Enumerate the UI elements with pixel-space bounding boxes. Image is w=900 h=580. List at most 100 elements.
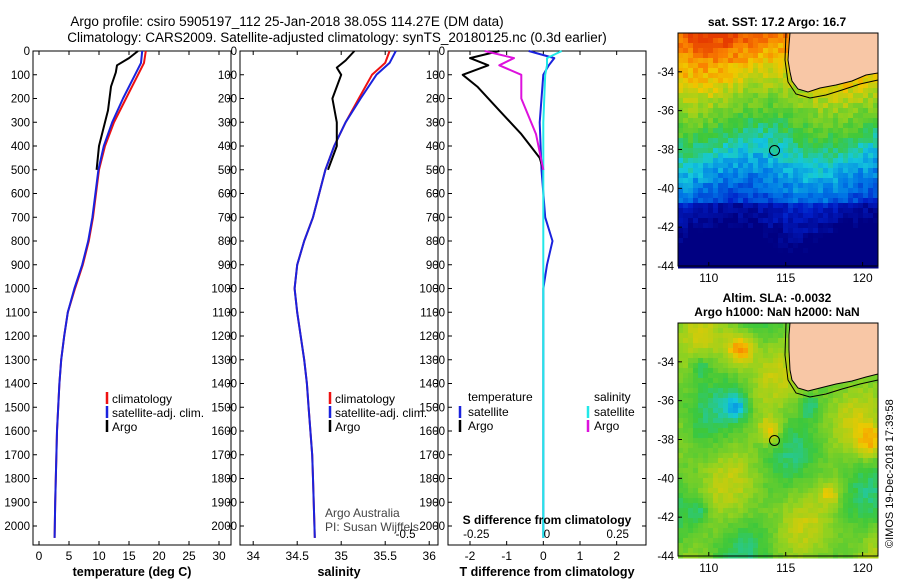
map-cell <box>763 38 769 44</box>
map-cell <box>783 438 789 444</box>
series-line-satellite-adj-clim- <box>293 50 397 538</box>
map-cell <box>743 38 749 44</box>
map-cell <box>723 518 729 524</box>
map-cell <box>863 508 869 514</box>
map-cell <box>708 98 714 104</box>
map-y-tick-label: -38 <box>657 145 674 157</box>
map-cell <box>733 103 739 109</box>
map-cell <box>688 408 694 414</box>
map-cell <box>728 328 734 334</box>
map-cell <box>703 118 709 124</box>
map-cell <box>703 123 709 129</box>
map-cell <box>733 48 739 54</box>
map-cell <box>743 523 749 529</box>
map-cell <box>743 238 749 244</box>
y-tick-label: 800 <box>426 236 445 248</box>
map-cell <box>793 128 799 134</box>
map-cell <box>738 433 744 439</box>
map-cell <box>713 543 719 549</box>
map-cell <box>823 548 829 554</box>
map-cell <box>843 408 849 414</box>
map-cell <box>813 488 819 494</box>
map-cell <box>733 513 739 519</box>
sla-map-panel: Altim. SLA: -0.0032 Argo h1000: NaN h200… <box>657 291 879 575</box>
map-cell <box>873 253 879 259</box>
map-cell <box>728 398 734 404</box>
map-cell <box>728 158 734 164</box>
map-cell <box>748 68 754 74</box>
map-cell <box>808 473 814 479</box>
map-cell <box>783 228 789 234</box>
map-cell <box>713 118 719 124</box>
map-cell <box>818 448 824 454</box>
map-cell <box>848 478 854 484</box>
map-cell <box>683 543 689 549</box>
map-cell <box>858 213 864 219</box>
map-cell <box>788 118 794 124</box>
map-cell <box>768 478 774 484</box>
map-cell <box>688 393 694 399</box>
map-cell <box>873 103 879 109</box>
map-cell <box>858 173 864 179</box>
map-cell <box>713 458 719 464</box>
map-cell <box>748 53 754 59</box>
sst-map-title: sat. SST: 17.2 Argo: 16.7 <box>708 15 847 29</box>
map-cell <box>738 88 744 94</box>
map-cell <box>718 333 724 339</box>
map-cell <box>758 468 764 474</box>
map-cell <box>773 508 779 514</box>
map-cell <box>718 433 724 439</box>
map-cell <box>833 253 839 259</box>
map-cell <box>753 413 759 419</box>
map-cell <box>733 463 739 469</box>
map-cell <box>868 453 874 459</box>
map-cell <box>828 183 834 189</box>
map-cell <box>743 388 749 394</box>
map-cell <box>808 243 814 249</box>
map-cell <box>738 93 744 99</box>
x-tick-label: 35 <box>335 549 349 563</box>
map-cell <box>783 523 789 529</box>
map-cell <box>718 363 724 369</box>
map-cell <box>863 433 869 439</box>
map-cell <box>718 203 724 209</box>
map-cell <box>723 498 729 504</box>
map-cell <box>803 198 809 204</box>
map-cell <box>718 503 724 509</box>
map-cell <box>858 438 864 444</box>
map-cell <box>868 513 874 519</box>
map-cell <box>678 198 684 204</box>
map-cell <box>778 448 784 454</box>
map-cell <box>828 478 834 484</box>
map-cell <box>853 133 859 139</box>
map-cell <box>703 503 709 509</box>
map-cell <box>698 208 704 214</box>
map-cell <box>763 463 769 469</box>
map-cell <box>738 413 744 419</box>
map-cell <box>773 548 779 554</box>
map-cell <box>693 248 699 254</box>
map-cell <box>788 498 794 504</box>
map-cell <box>738 218 744 224</box>
map-cell <box>748 493 754 499</box>
map-cell <box>813 458 819 464</box>
map-cell <box>753 228 759 234</box>
map-cell <box>848 533 854 539</box>
map-cell <box>728 418 734 424</box>
map-cell <box>718 548 724 554</box>
map-cell <box>823 88 829 94</box>
map-cell <box>683 358 689 364</box>
map-cell <box>853 518 859 524</box>
x-tick-label: 34.5 <box>286 549 310 563</box>
map-cell <box>753 543 759 549</box>
map-cell <box>768 403 774 409</box>
y-tick-label: 100 <box>426 70 445 82</box>
map-cell <box>763 348 769 354</box>
map-cell <box>738 483 744 489</box>
map-cell <box>858 493 864 499</box>
map-cell <box>868 478 874 484</box>
map-cell <box>698 48 704 54</box>
map-cell <box>823 408 829 414</box>
map-cell <box>823 148 829 154</box>
map-cell <box>813 143 819 149</box>
